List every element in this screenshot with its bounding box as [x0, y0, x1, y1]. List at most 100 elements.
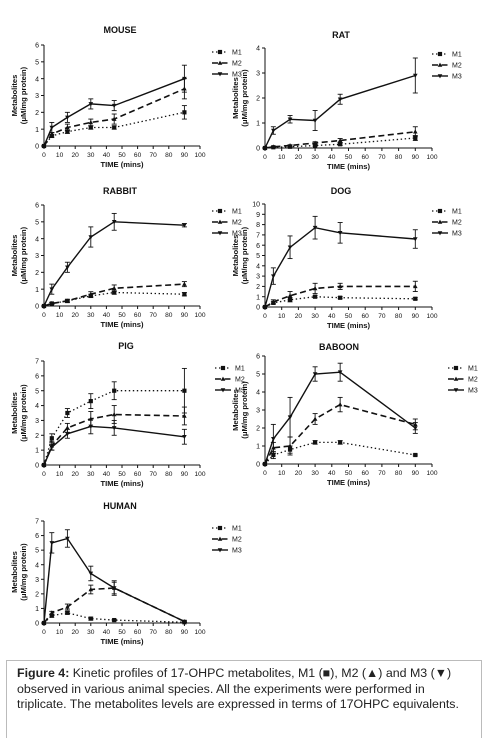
- x-tick-label: 100: [426, 313, 437, 320]
- x-tick-label: 0: [42, 152, 46, 159]
- x-tick-label: 70: [378, 313, 386, 320]
- legend: M1 M2 M3: [432, 52, 462, 81]
- data-point: [337, 97, 343, 102]
- y-tick-label: 3: [35, 253, 39, 260]
- series-line: [264, 74, 416, 149]
- data-point: [41, 621, 47, 626]
- series-line: [264, 371, 416, 465]
- x-tick-label: 20: [295, 313, 303, 320]
- data-point: [313, 294, 318, 299]
- y-axis-label-line: (μM/mg protein): [19, 543, 28, 601]
- data-point: [412, 73, 418, 78]
- series-m3: [262, 57, 418, 151]
- y-axis-label-line: Metabolites: [231, 389, 240, 431]
- data-point: [413, 296, 418, 301]
- data-point: [182, 434, 187, 440]
- data-point: [412, 283, 418, 289]
- legend-marker: [217, 60, 223, 65]
- y-tick-label: 3: [256, 408, 260, 415]
- x-tick-label: 80: [165, 471, 173, 478]
- legend-label: M3: [468, 388, 478, 395]
- y-tick-label: 0: [256, 146, 260, 153]
- x-tick-label: 20: [295, 470, 303, 477]
- data-point: [65, 115, 70, 120]
- series-m3: [41, 212, 187, 309]
- legend-label: M1: [232, 526, 242, 533]
- y-axis-label: Metabolites(μM/mg protein): [10, 384, 28, 442]
- y-tick-label: 2: [35, 270, 39, 277]
- x-tick-label: 50: [345, 470, 353, 477]
- x-axis-label: TIME (mins): [100, 160, 144, 169]
- y-tick-label: 0: [35, 463, 39, 470]
- x-tick-label: 0: [42, 471, 46, 478]
- legend-label: M1: [468, 366, 478, 373]
- data-point: [271, 144, 276, 149]
- data-point: [65, 298, 70, 303]
- y-axis-label-line: Metabolites: [10, 75, 19, 117]
- series-m3: [41, 418, 187, 468]
- x-tick-label: 90: [181, 152, 189, 159]
- y-tick-label: 4: [256, 46, 260, 53]
- x-tick-label: 30: [87, 471, 95, 478]
- x-tick-label: 50: [118, 312, 126, 319]
- y-axis-label-line: Metabolites: [10, 235, 19, 277]
- data-point: [182, 619, 187, 624]
- y-axis-label-line: (μM/mg protein): [240, 69, 249, 127]
- y-tick-label: 5: [35, 59, 39, 66]
- x-tick-label: 40: [103, 629, 111, 636]
- y-tick-label: 3: [35, 577, 39, 584]
- series-m1: [262, 440, 418, 467]
- data-point: [65, 432, 70, 437]
- y-tick-label: 3: [35, 418, 39, 425]
- data-point: [312, 286, 318, 291]
- x-axis-label: TIME (mins): [327, 321, 371, 330]
- legend: M1 M2 M3: [448, 366, 478, 395]
- data-point: [65, 610, 70, 615]
- data-point: [262, 462, 268, 467]
- y-axis-label-line: Metabolites: [10, 392, 19, 434]
- x-tick-label: 10: [56, 152, 64, 159]
- x-tick-label: 80: [395, 313, 403, 320]
- x-tick-label: 90: [181, 471, 189, 478]
- y-tick-label: 7: [35, 519, 39, 526]
- data-point: [182, 110, 187, 115]
- y-axis-label-line: Metabolites: [231, 235, 240, 277]
- chart-title: HUMAN: [103, 501, 137, 511]
- y-axis-label: Metabolites(μM/mg protein): [231, 226, 249, 284]
- data-point: [287, 117, 293, 122]
- y-tick-label: 1: [256, 121, 260, 128]
- data-point: [182, 223, 187, 228]
- data-point: [88, 424, 94, 429]
- data-point: [271, 274, 276, 279]
- legend-label: M3: [452, 74, 462, 81]
- x-tick-label: 50: [345, 313, 353, 320]
- series-m1: [41, 290, 187, 309]
- series-line: [264, 285, 416, 308]
- data-point: [413, 452, 418, 458]
- data-point: [111, 285, 117, 291]
- x-tick-label: 60: [362, 313, 370, 320]
- caption-label: Figure 4:: [17, 666, 70, 680]
- data-point: [312, 416, 318, 421]
- data-point: [65, 425, 70, 430]
- y-axis-label-line: Metabolites: [231, 77, 240, 119]
- legend-label: M3: [232, 231, 242, 238]
- legend-marker: [437, 231, 443, 236]
- legend-label: M2: [468, 377, 478, 384]
- chart-title: RABBIT: [103, 186, 137, 196]
- series-m3: [41, 529, 187, 626]
- x-tick-label: 30: [311, 313, 319, 320]
- x-tick-label: 40: [328, 313, 336, 320]
- x-tick-label: 20: [72, 152, 80, 159]
- data-point: [49, 436, 54, 441]
- series-m3: [41, 64, 187, 149]
- data-point: [182, 281, 187, 286]
- x-tick-label: 60: [134, 152, 142, 159]
- data-point: [41, 463, 47, 468]
- y-axis-label: Metabolites(μM/mg protein): [10, 66, 28, 124]
- legend-marker: [217, 548, 223, 553]
- data-point: [88, 102, 94, 107]
- y-axis-label-line: (μM/mg protein): [19, 226, 28, 284]
- chart-title: BABOON: [319, 342, 359, 352]
